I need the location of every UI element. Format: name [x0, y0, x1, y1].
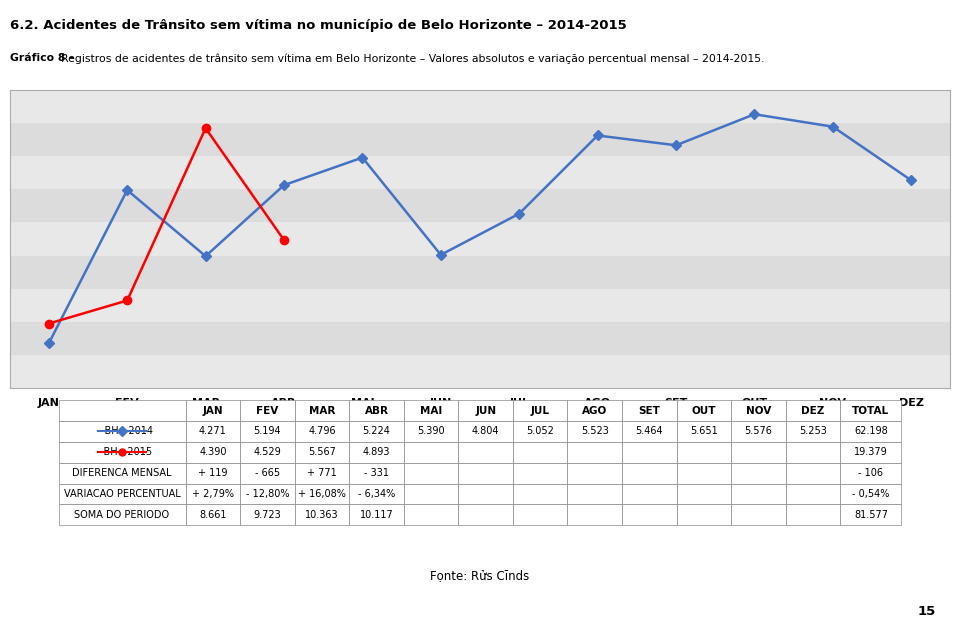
Text: Gráfico 8 –: Gráfico 8 –: [10, 53, 78, 63]
Bar: [10, 255, 950, 289]
Bar: [10, 222, 950, 255]
Bar: [10, 123, 950, 156]
Text: 6.2. Acidentes de Trânsito sem vítima no município de Belo Horizonte – 2014-2015: 6.2. Acidentes de Trânsito sem vítima no…: [10, 19, 626, 32]
Bar: [10, 322, 950, 355]
Text: 15: 15: [918, 605, 936, 618]
Bar: [10, 189, 950, 222]
Text: Registros de acidentes de trânsito sem vítima em Belo Horizonte – Valores absolu: Registros de acidentes de trânsito sem v…: [61, 53, 765, 64]
Bar: [10, 156, 950, 189]
Text: Fọnte: Rửs Cīnds: Fọnte: Rửs Cīnds: [430, 569, 530, 582]
Bar: [10, 289, 950, 322]
Bar: [10, 89, 950, 123]
Bar: [10, 355, 950, 388]
